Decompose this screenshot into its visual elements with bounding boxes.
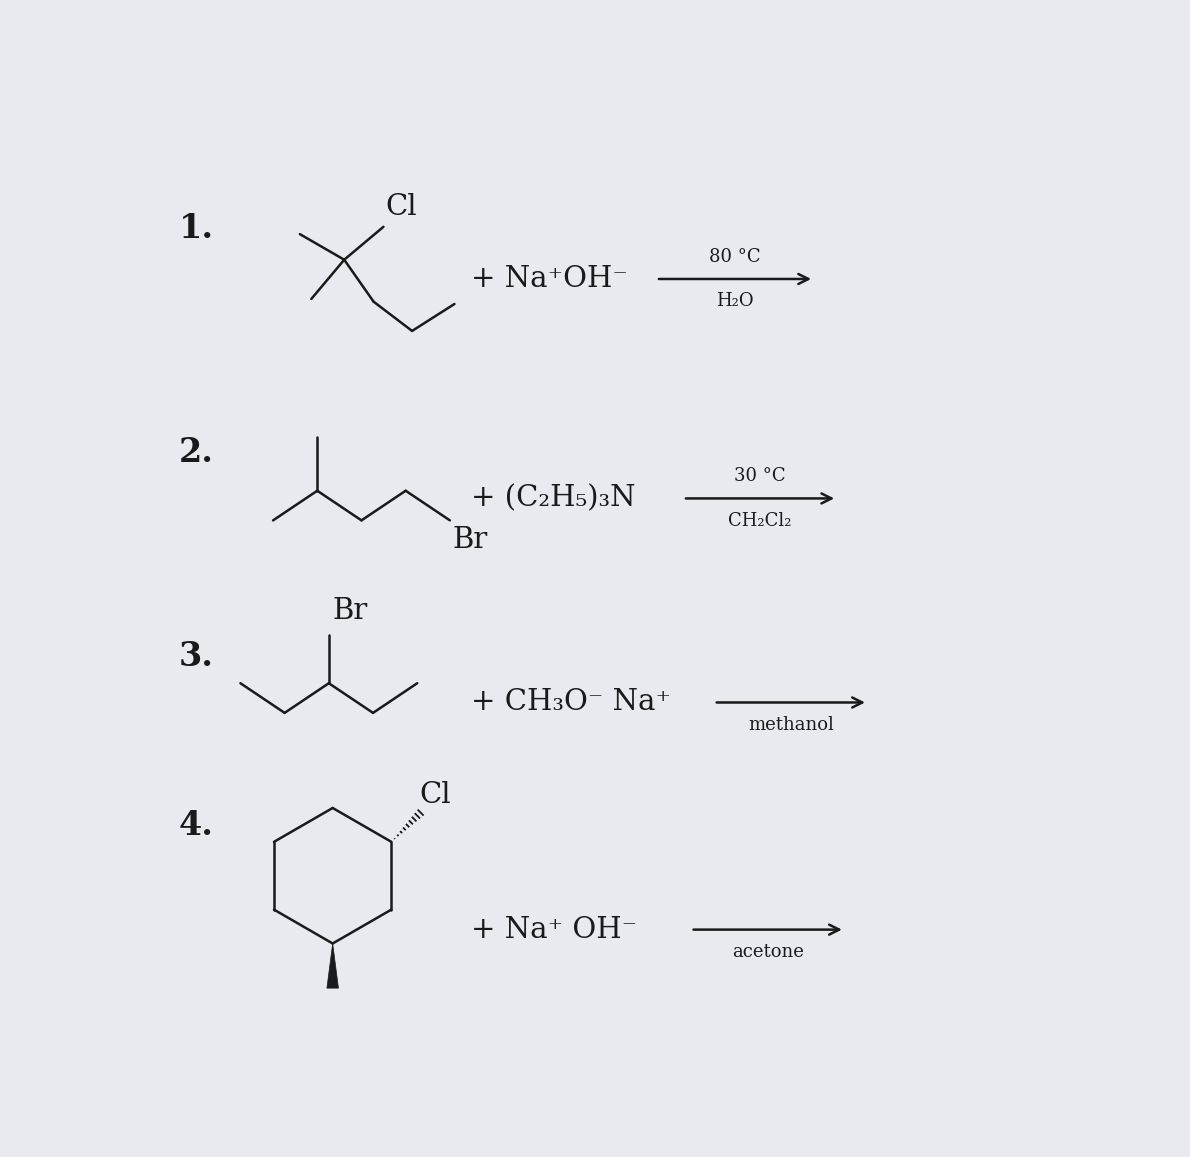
- Text: 80 °C: 80 °C: [709, 248, 760, 266]
- Text: H₂O: H₂O: [716, 292, 753, 310]
- Text: Br: Br: [333, 597, 368, 626]
- Text: 3.: 3.: [178, 640, 214, 672]
- Text: + Na⁺ OH⁻: + Na⁺ OH⁻: [471, 915, 638, 944]
- Text: + Na⁺OH⁻: + Na⁺OH⁻: [471, 265, 628, 293]
- Text: acetone: acetone: [732, 943, 803, 960]
- Text: CH₂Cl₂: CH₂Cl₂: [728, 511, 791, 530]
- Text: 4.: 4.: [178, 809, 214, 842]
- Polygon shape: [327, 943, 338, 988]
- Text: Cl: Cl: [386, 193, 416, 221]
- Text: 2.: 2.: [178, 436, 214, 469]
- Text: + (C₂H₅)₃N: + (C₂H₅)₃N: [471, 485, 635, 513]
- Text: + CH₃O⁻ Na⁺: + CH₃O⁻ Na⁺: [471, 688, 671, 716]
- Text: methanol: methanol: [747, 715, 834, 734]
- Text: 30 °C: 30 °C: [734, 467, 785, 485]
- Text: Br: Br: [452, 525, 488, 554]
- Text: Cl: Cl: [419, 781, 451, 809]
- Text: 1.: 1.: [178, 213, 214, 245]
